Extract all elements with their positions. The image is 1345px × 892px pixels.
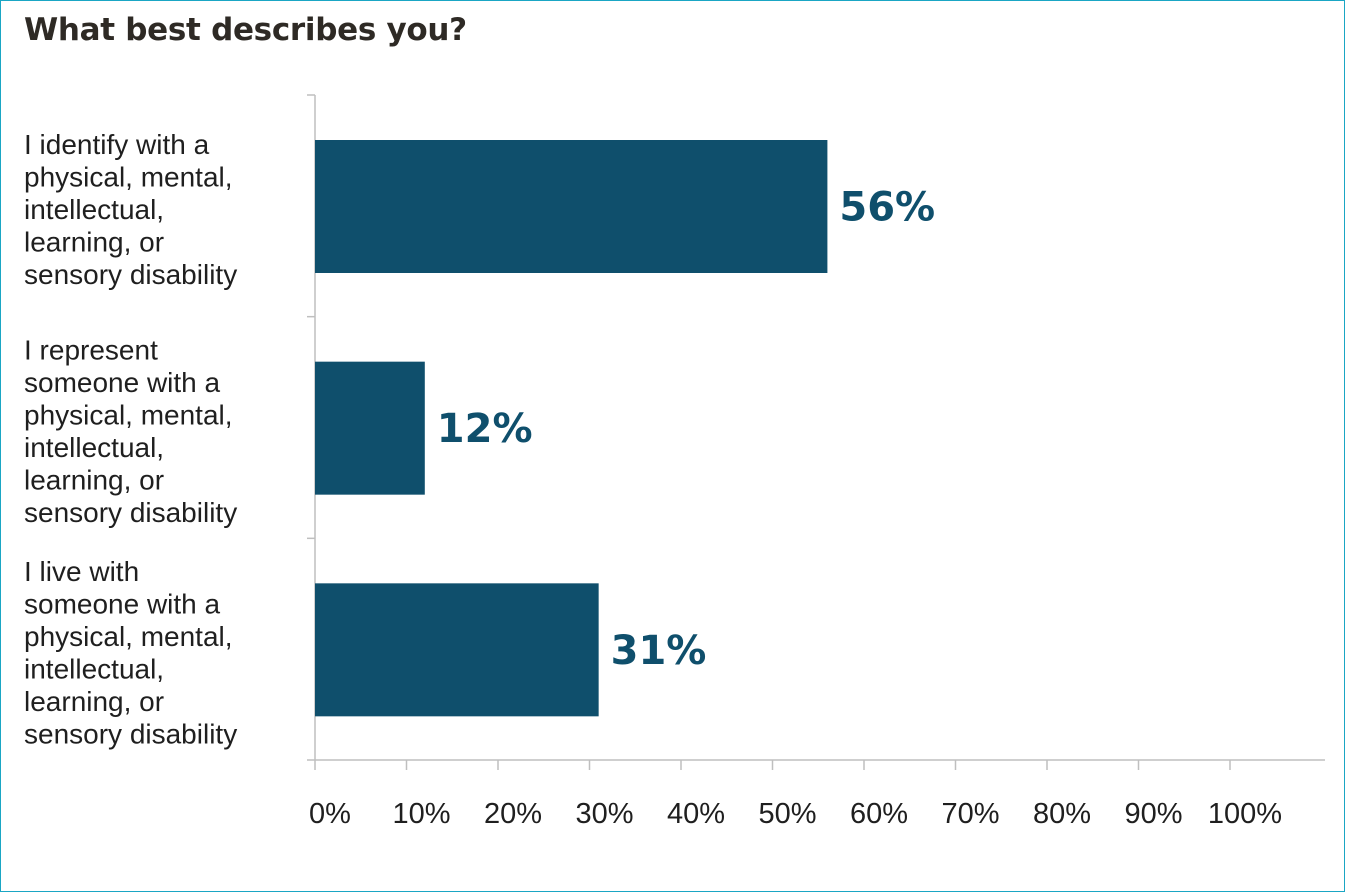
x-tick-label: 20% bbox=[484, 798, 542, 830]
x-tick-label: 40% bbox=[667, 798, 725, 830]
category-label-line: sensory disability bbox=[24, 497, 237, 528]
category-label-line: learning, or bbox=[24, 464, 164, 495]
x-tick-label: 0% bbox=[309, 798, 351, 830]
value-label: 12% bbox=[437, 406, 533, 452]
x-tick-label: 70% bbox=[941, 798, 999, 830]
chart-title: What best describes you? bbox=[24, 12, 467, 48]
bar bbox=[315, 361, 425, 495]
category-label-line: physical, mental, bbox=[24, 161, 233, 192]
chart-bars bbox=[315, 140, 828, 717]
category-label-line: I represent bbox=[24, 334, 158, 365]
category-label-line: I live with bbox=[24, 556, 139, 587]
category-label-line: learning, or bbox=[24, 226, 164, 257]
x-tick-label: 100% bbox=[1208, 798, 1282, 830]
bar bbox=[315, 140, 828, 273]
category-label-line: intellectual, bbox=[24, 432, 164, 463]
category-label-line: someone with a bbox=[24, 367, 221, 398]
x-tick-label: 50% bbox=[758, 798, 816, 830]
category-label-line: sensory disability bbox=[24, 718, 237, 749]
x-tick-label: 90% bbox=[1124, 798, 1182, 830]
x-tick-labels: 0% 10% 20% 30% 40% 50% 60% 70% 80% 90% 100% bbox=[309, 798, 1282, 830]
bar bbox=[315, 583, 599, 717]
x-tick-label: 60% bbox=[850, 798, 908, 830]
category-label-line: intellectual, bbox=[24, 653, 164, 684]
x-tick-label: 30% bbox=[575, 798, 633, 830]
category-labels: I identify with a physical, mental, intell… bbox=[24, 129, 237, 750]
category-label: I identify with a physical, mental, intell… bbox=[24, 129, 237, 290]
category-label: I live with someone with a physical, menta… bbox=[24, 556, 237, 750]
category-label-line: physical, mental, bbox=[24, 621, 233, 652]
category-label-line: someone with a bbox=[24, 588, 221, 619]
x-tick-label: 80% bbox=[1033, 798, 1091, 830]
value-label: 56% bbox=[839, 185, 935, 231]
value-labels: 56% 12% 31% bbox=[437, 185, 935, 674]
category-label: I represent someone with a physical, menta… bbox=[24, 334, 237, 528]
category-label-line: learning, or bbox=[24, 686, 164, 717]
category-label-line: sensory disability bbox=[24, 259, 237, 290]
x-tick-label: 10% bbox=[392, 798, 450, 830]
category-label-line: I identify with a bbox=[24, 129, 210, 160]
category-label-line: intellectual, bbox=[24, 194, 164, 225]
category-label-line: physical, mental, bbox=[24, 399, 233, 430]
value-label: 31% bbox=[611, 628, 707, 674]
